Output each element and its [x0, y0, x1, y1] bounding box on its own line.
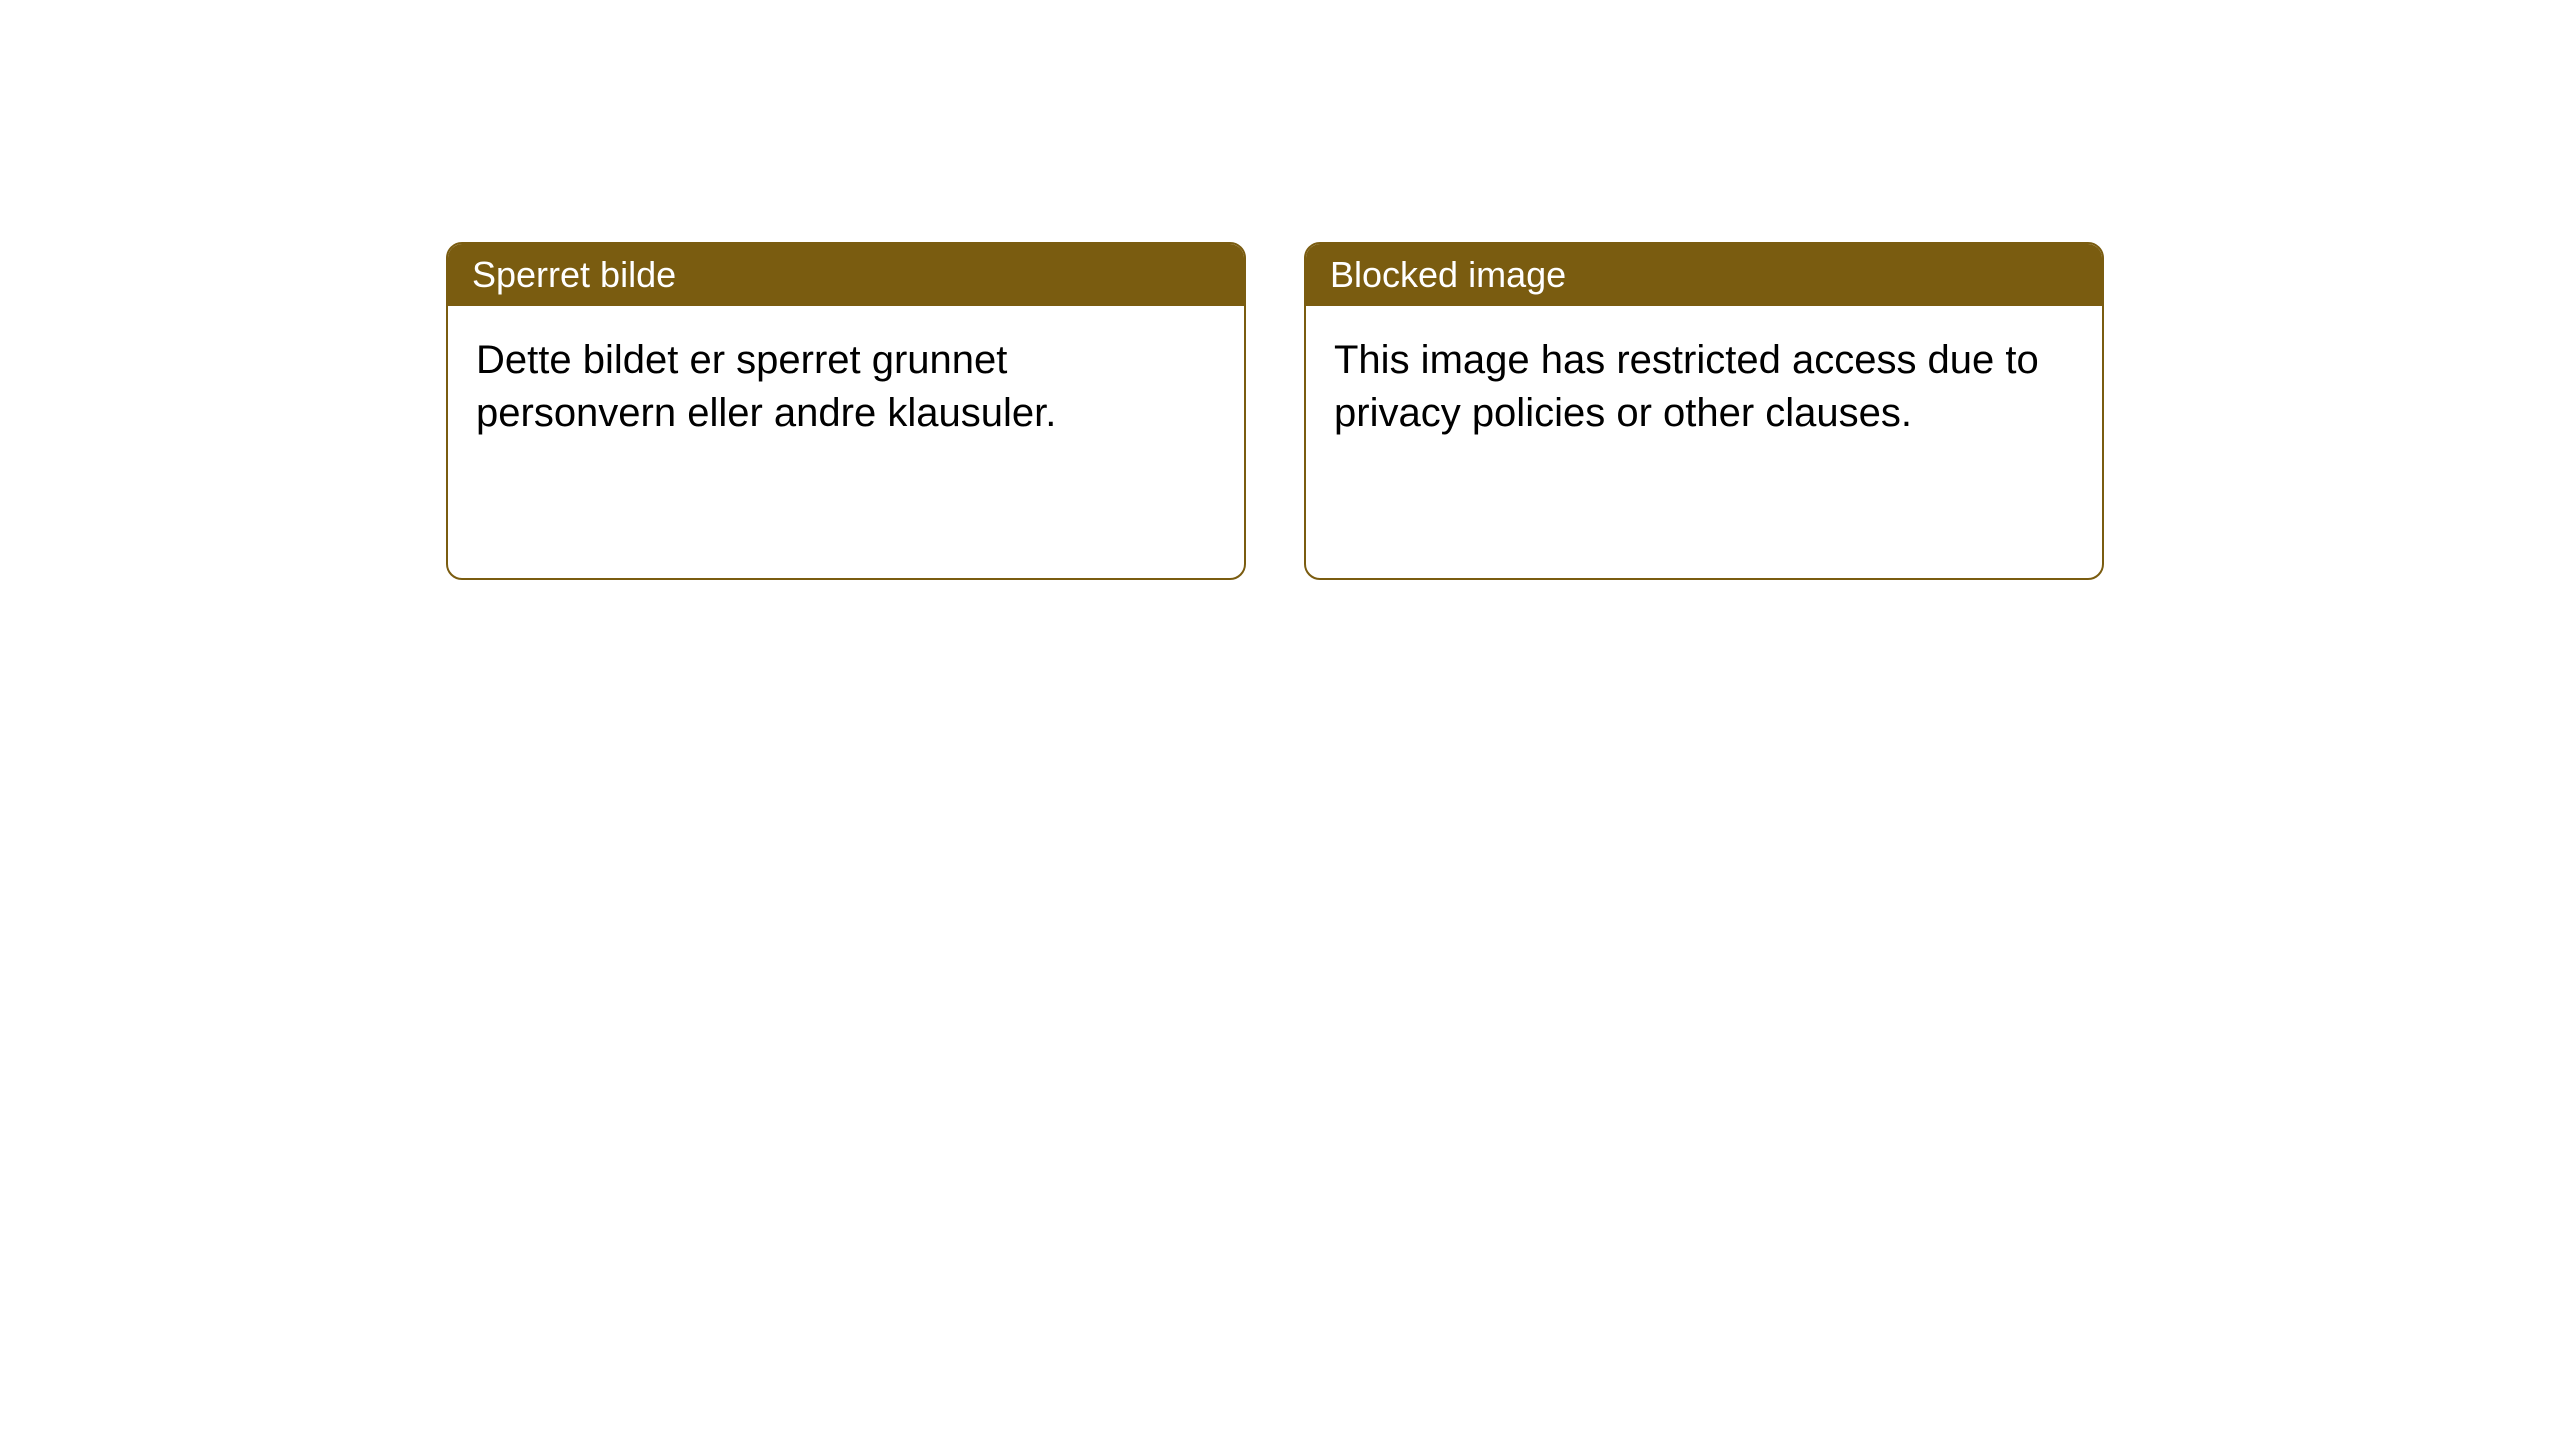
card-header: Sperret bilde	[448, 244, 1244, 306]
card-header: Blocked image	[1306, 244, 2102, 306]
card-message: This image has restricted access due to …	[1334, 338, 2039, 435]
notice-card-norwegian: Sperret bilde Dette bildet er sperret gr…	[446, 242, 1246, 580]
card-title: Sperret bilde	[472, 254, 676, 295]
card-body: Dette bildet er sperret grunnet personve…	[448, 306, 1244, 468]
notice-cards-container: Sperret bilde Dette bildet er sperret gr…	[446, 242, 2104, 580]
notice-card-english: Blocked image This image has restricted …	[1304, 242, 2104, 580]
card-body: This image has restricted access due to …	[1306, 306, 2102, 468]
card-title: Blocked image	[1330, 254, 1566, 295]
card-message: Dette bildet er sperret grunnet personve…	[476, 338, 1056, 435]
